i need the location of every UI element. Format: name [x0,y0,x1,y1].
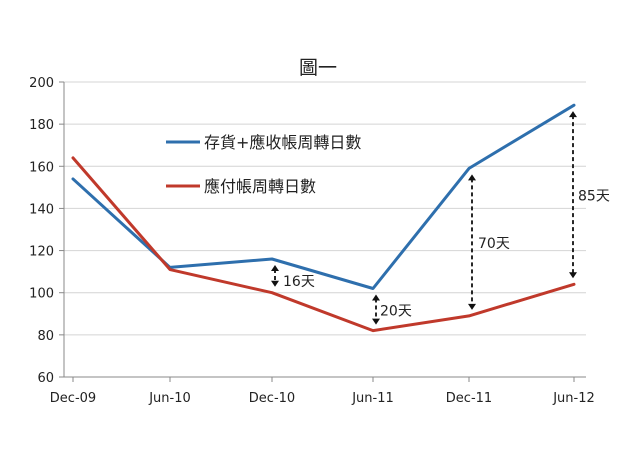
gap-annotations: 16天 20天 70天 85天 [271,111,610,325]
x-tick-label: Dec-11 [446,391,492,406]
gap-label: 85天 [578,189,610,205]
gap-arrow-head-down [468,303,476,310]
gap-arrow-head-down [569,272,577,279]
gap-arrow-head-up [271,265,279,271]
y-tick-label: 80 [37,329,54,344]
x-tick-label: Dec-10 [249,391,295,406]
x-tick-label: Jun-11 [351,391,394,406]
x-tick-label: Jun-10 [148,391,191,406]
gap-label: 16天 [283,274,315,290]
series-line-2 [71,156,576,333]
y-tick-label: 100 [29,287,54,302]
gap-arrow-head-down [271,280,279,287]
series-lines [71,103,576,333]
x-tick-label: Dec-09 [50,391,96,406]
gap-arrow-head-down [372,318,380,325]
grid-lines [64,81,586,336]
y-tick-label: 160 [29,160,54,175]
y-tick-label: 200 [29,76,54,91]
gap-arrow-head-up [372,294,380,301]
y-tick-label: 140 [29,202,54,217]
x-tick-label: Jun-12 [552,391,595,406]
gap-label: 70天 [478,236,510,252]
x-axis-ticks: Dec-09 Jun-10 Dec-10 Jun-11 Dec-11 Jun-12 [50,377,595,406]
y-axis-ticks: 60 80 100 120 140 160 180 200 [29,76,64,386]
y-tick-label: 180 [29,118,54,133]
legend-label: 存貨+應收帳周轉日數 [204,133,361,152]
gap-arrow-head-up [569,111,577,118]
y-tick-label: 60 [37,371,54,386]
y-tick-label: 120 [29,245,54,260]
gap-arrow-head-up [468,174,476,181]
legend-label: 應付帳周轉日數 [204,177,316,196]
chart-title: 圖一 [299,57,337,79]
gap-label: 20天 [380,304,412,320]
